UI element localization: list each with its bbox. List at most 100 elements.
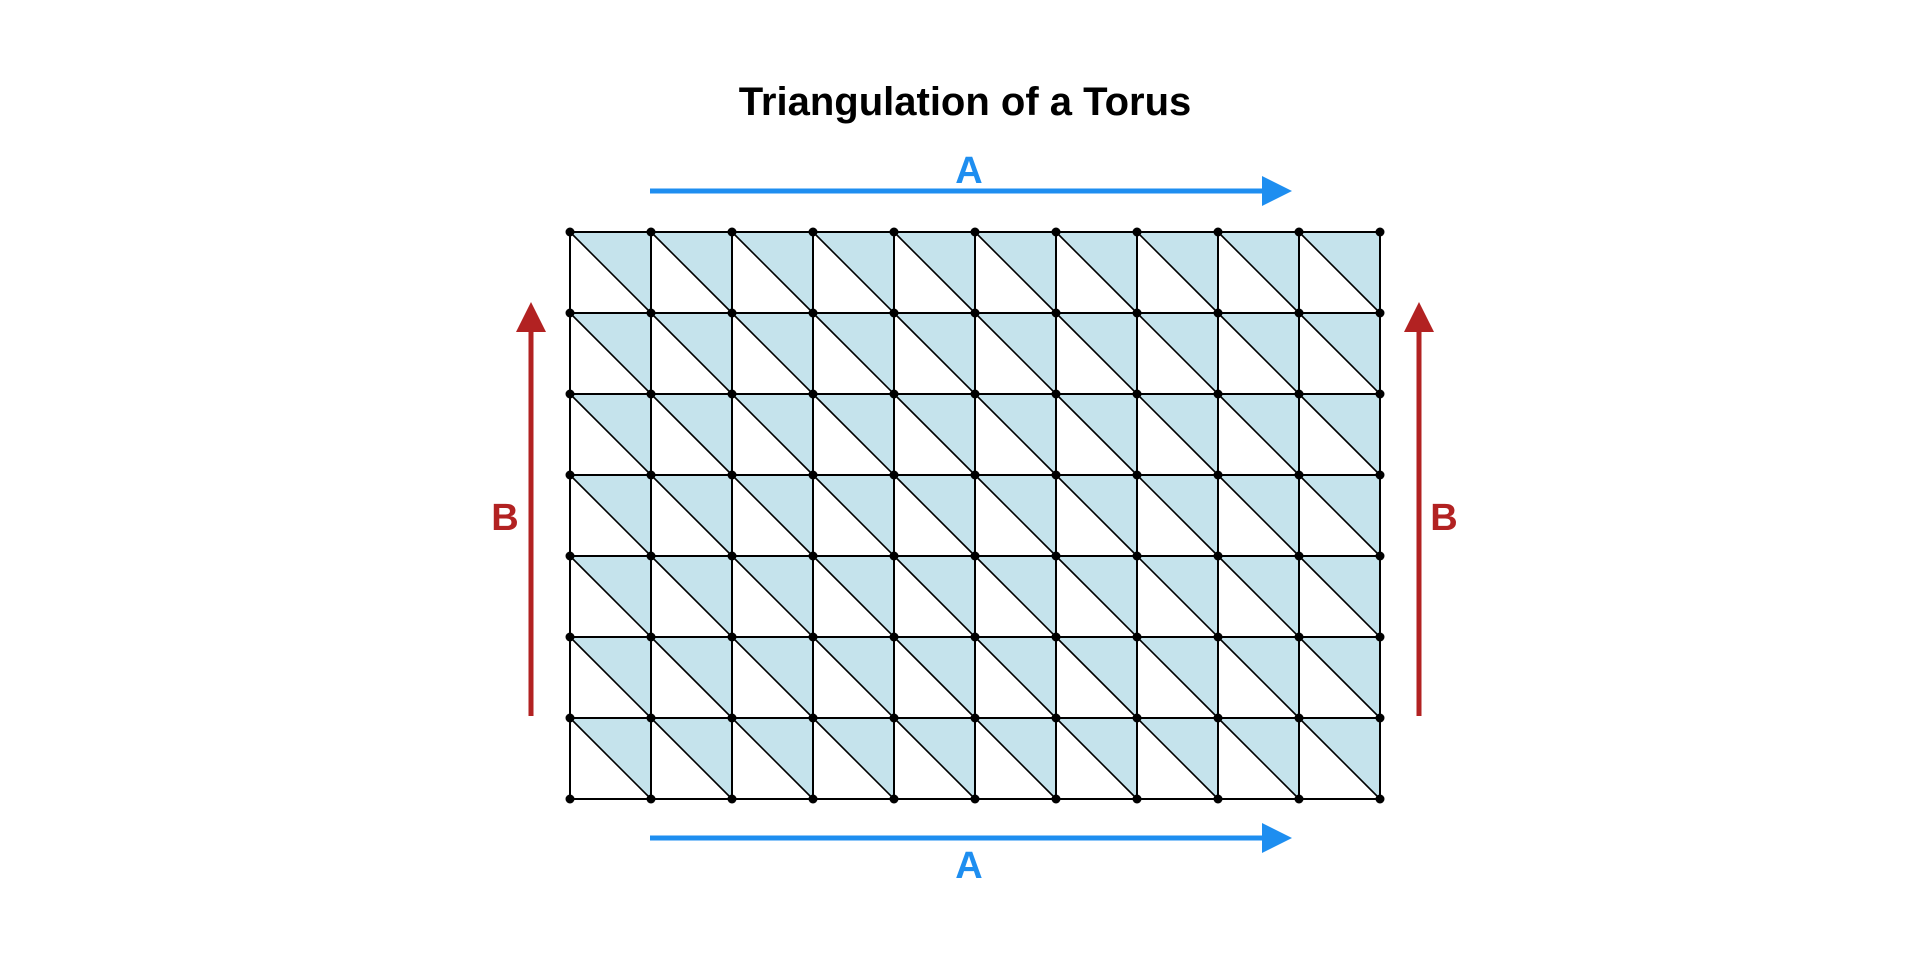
vertex-dot — [1294, 389, 1304, 399]
vertex-dot — [646, 308, 656, 318]
diagonal-edge — [893, 231, 976, 314]
vertex-dot — [889, 713, 899, 723]
diagonal-edge — [650, 474, 733, 557]
right-edge-label-b: B — [1430, 497, 1457, 539]
diagonal-edge — [893, 474, 976, 557]
diagonal-edge — [974, 393, 1057, 476]
vertex-dot — [1132, 227, 1142, 237]
vertex-dot — [1294, 794, 1304, 804]
vertex-dot — [1213, 470, 1223, 480]
bottom-edge-label-a: A — [955, 845, 982, 887]
diagonal-edge — [569, 636, 652, 719]
diagonal-edge — [650, 393, 733, 476]
diagonal-edge — [650, 231, 733, 314]
diagonal-edge — [569, 393, 652, 476]
vertex-dot — [808, 713, 818, 723]
vertex-dot — [565, 551, 575, 561]
vertex-dot — [808, 308, 818, 318]
diagonal-edge — [812, 555, 895, 638]
diagonal-edge — [893, 555, 976, 638]
diagonal-edge — [812, 717, 895, 800]
vertex-dot — [1132, 551, 1142, 561]
vertex-dot — [565, 389, 575, 399]
vertex-dot — [646, 470, 656, 480]
diagonal-edge — [812, 312, 895, 395]
diagonal-edge — [893, 312, 976, 395]
diagonal-edge — [650, 636, 733, 719]
diagonal-edge — [893, 393, 976, 476]
vertex-dot — [727, 227, 737, 237]
diagram-title: Triangulation of a Torus — [738, 80, 1192, 124]
vertex-dot — [565, 794, 575, 804]
vertex-dot — [1051, 632, 1061, 642]
diagonal-edge — [1217, 555, 1300, 638]
vertex-dot — [727, 308, 737, 318]
diagonal-edge — [974, 636, 1057, 719]
diagonal-edge — [1055, 312, 1138, 395]
vertex-dot — [727, 713, 737, 723]
vertex-dot — [808, 632, 818, 642]
vertex-dot — [646, 227, 656, 237]
diagonal-edge — [1217, 231, 1300, 314]
vertex-dot — [970, 389, 980, 399]
vertex-dot — [1375, 308, 1385, 318]
vertex-dot — [1375, 227, 1385, 237]
vertex-dot — [1294, 227, 1304, 237]
diagonal-edge — [1055, 393, 1138, 476]
vertex-dot — [1051, 308, 1061, 318]
vertex-dot — [1051, 551, 1061, 561]
diagonal-edge — [569, 717, 652, 800]
vertex-dot — [1375, 713, 1385, 723]
vertex-dot — [1051, 227, 1061, 237]
diagonal-edge — [731, 636, 814, 719]
vertex-dot — [970, 308, 980, 318]
vertex-dot — [1375, 389, 1385, 399]
diagonal-edge — [812, 636, 895, 719]
vertex-dot — [889, 227, 899, 237]
vertex-dot — [970, 794, 980, 804]
diagonal-edge — [650, 312, 733, 395]
diagonal-edge — [812, 231, 895, 314]
diagonal-edge — [569, 231, 652, 314]
vertex-dot — [1213, 308, 1223, 318]
vertex-dot — [1294, 632, 1304, 642]
vertex-dot — [889, 794, 899, 804]
diagonal-edge — [1055, 555, 1138, 638]
diagonal-edge — [731, 555, 814, 638]
vertex-dot — [808, 794, 818, 804]
diagonal-edge — [1298, 636, 1381, 719]
vertex-dot — [646, 713, 656, 723]
left-edge-label-b: B — [491, 497, 518, 539]
diagonal-edge — [1136, 555, 1219, 638]
diagonal-edge — [1136, 636, 1219, 719]
vertex-dot — [808, 551, 818, 561]
vertex-dot — [970, 227, 980, 237]
vertex-dot — [889, 389, 899, 399]
diagonal-edge — [974, 231, 1057, 314]
diagonal-edge — [1217, 636, 1300, 719]
diagonal-edge — [650, 717, 733, 800]
diagonal-edge — [974, 717, 1057, 800]
vertex-dot — [727, 389, 737, 399]
diagonal-edge — [893, 636, 976, 719]
vertex-dot — [1132, 632, 1142, 642]
vertex-dot — [727, 470, 737, 480]
vertex-dot — [565, 632, 575, 642]
diagonal-edge — [893, 717, 976, 800]
vertex-dot — [1213, 227, 1223, 237]
diagonal-edge — [1298, 231, 1381, 314]
diagonal-edge — [731, 717, 814, 800]
diagonal-edge — [1136, 393, 1219, 476]
vertex-dot — [1294, 551, 1304, 561]
vertex-dot — [889, 308, 899, 318]
diagonal-edge — [1298, 717, 1381, 800]
diagonal-edge — [1136, 717, 1219, 800]
vertex-dot — [646, 794, 656, 804]
vertex-dot — [1051, 470, 1061, 480]
diagonal-edge — [731, 231, 814, 314]
top-edge-label-a: A — [955, 150, 982, 192]
vertex-dot — [889, 551, 899, 561]
vertex-dot — [1375, 794, 1385, 804]
diagonal-edge — [731, 474, 814, 557]
